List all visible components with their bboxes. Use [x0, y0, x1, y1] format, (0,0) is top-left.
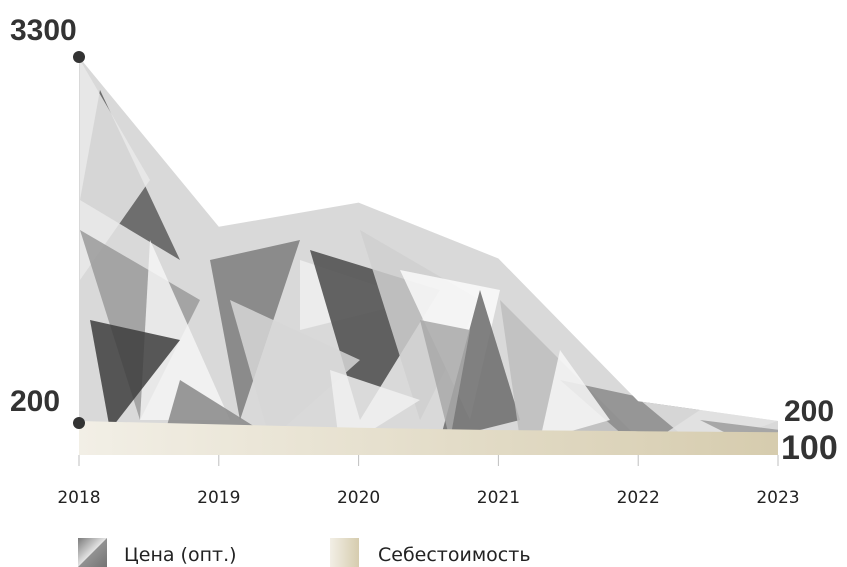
legend-label-cost: Себестоимость: [378, 544, 531, 566]
x-axis: 2018 2019 2020 2021 2022 2023: [57, 455, 800, 508]
price-texture-facet: [80, 230, 200, 420]
cost-start-label: 200: [10, 385, 60, 418]
beige-gradient-swatch-icon: [330, 538, 359, 567]
x-tick-label: 2021: [477, 488, 520, 508]
cost-end-label: 100: [781, 429, 838, 467]
price-texture-facet: [360, 230, 480, 420]
legend-label-price: Цена (опт.): [124, 544, 237, 566]
x-tick-label: 2018: [57, 488, 100, 508]
price-texture-facet: [80, 60, 150, 280]
legend-item-price: Цена (опт.): [78, 538, 237, 567]
price-texture-facet: [420, 320, 470, 440]
x-tick-label: 2019: [197, 488, 240, 508]
price-texture-facet: [230, 300, 360, 440]
legend: Цена (опт.) Себестоимость: [78, 538, 531, 567]
price-start-label: 3300: [10, 14, 77, 47]
diamond-facet-icon: [78, 538, 107, 567]
legend-item-cost: Себестоимость: [330, 538, 531, 567]
price-end-label: 200: [784, 395, 834, 428]
x-tick-label: 2022: [617, 488, 660, 508]
price-texture-facet: [90, 320, 180, 430]
price-texture-facet: [540, 350, 610, 440]
cost-start-marker: [73, 417, 85, 429]
x-tick-label: 2020: [337, 488, 380, 508]
price-start-marker: [73, 51, 85, 63]
value-markers: [73, 51, 85, 429]
price-texture-facet: [140, 240, 230, 420]
x-tick-label: 2023: [756, 488, 799, 508]
cost-area: [79, 421, 778, 455]
price-area: [79, 57, 778, 455]
price-texture-facet: [440, 290, 520, 440]
